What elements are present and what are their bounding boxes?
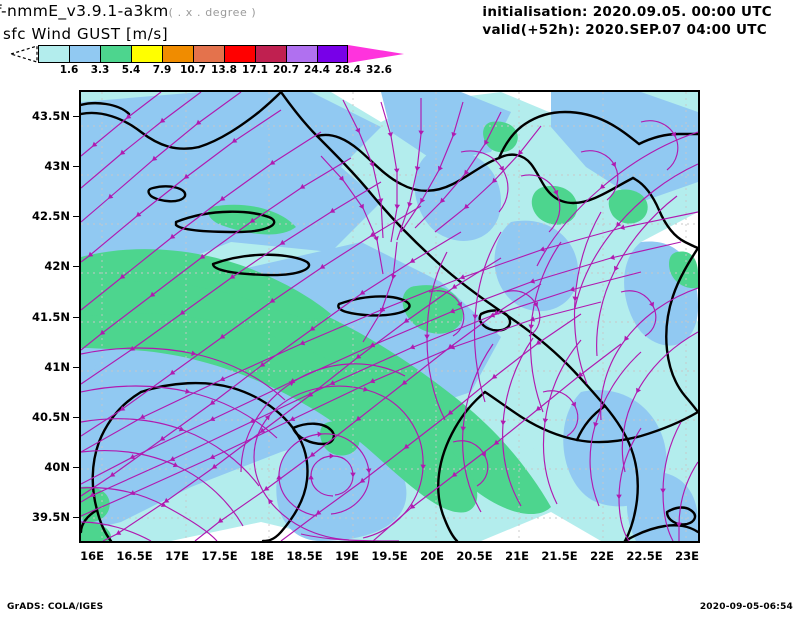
colorbar-cell-3.3 — [69, 45, 100, 63]
y-axis-label-41.5N: 41.5N — [32, 309, 70, 324]
colorbar-cell-1.6 — [38, 45, 69, 63]
valid-time: valid(+52h): 2020.SEP.07 04:00 UTC — [482, 22, 767, 38]
colorbar-tick-1.6: 1.6 — [59, 64, 79, 76]
colorbar-cell-13.8 — [193, 45, 224, 63]
x-axis-label-17E: 17E — [165, 549, 189, 563]
colorbar-tick-3.3: 3.3 — [90, 64, 110, 76]
colorbar-tick-5.4: 5.4 — [121, 64, 141, 76]
colorbar: 1.6 3.3 5.4 7.9 10.7 13.8 17.1 20.7 24.4 28.4 32.6 — [10, 45, 404, 76]
y-axis-label-40N: 40N — [44, 459, 70, 474]
x-axis-label-18E: 18E — [250, 549, 274, 563]
y-axis-tick — [73, 416, 79, 418]
y-axis-label-41N: 41N — [44, 359, 70, 374]
x-axis-label-18.5E: 18.5E — [286, 549, 323, 563]
colorbar-strip — [10, 45, 404, 63]
colorbar-cell-10.7 — [162, 45, 193, 63]
colorbar-tick-20.7: 20.7 — [273, 64, 299, 76]
variable-title: sfc Wind GUST [m/s] — [3, 25, 169, 43]
colorbar-low-extend-icon — [10, 45, 38, 63]
footer-timestamp: 2020-09-05-06:54 — [699, 602, 793, 612]
x-axis-label-21.5E: 21.5E — [541, 549, 578, 563]
x-axis-label-22E: 22E — [590, 549, 614, 563]
footer-credit: GrADS: COLA/IGES — [7, 602, 104, 612]
x-axis-label-19.5E: 19.5E — [371, 549, 408, 563]
model-title-text: f-nmmE_v3.9.1-a3km — [0, 2, 169, 20]
y-axis-tick — [73, 517, 79, 518]
weather-map — [81, 92, 698, 541]
colorbar-tick-24.4: 24.4 — [304, 64, 330, 76]
y-axis-tick — [73, 466, 79, 468]
y-axis-label-43N: 43N — [44, 159, 70, 174]
map-plot-area — [79, 90, 700, 543]
y-axis-tick — [73, 316, 79, 318]
colorbar-tick-28.4: 28.4 — [335, 64, 361, 76]
colorbar-tick-7.9: 7.9 — [152, 64, 172, 76]
x-axis-label-23E: 23E — [675, 549, 699, 563]
colorbar-cell-28.4 — [317, 45, 348, 63]
y-axis-tick — [73, 216, 79, 218]
y-axis-label-42.5N: 42.5N — [32, 209, 70, 224]
colorbar-cell-7.9 — [131, 45, 162, 63]
colorbar-high-extend-icon — [348, 45, 404, 63]
x-axis-label-20E: 20E — [420, 549, 444, 563]
initialisation-time: initialisation: 2020.09.05. 00:00 UTC — [482, 4, 772, 20]
x-axis-label-16E: 16E — [80, 549, 104, 563]
y-axis-tick — [73, 366, 79, 368]
wind-streamlines — [81, 92, 698, 541]
y-axis-label-39.5N: 39.5N — [32, 510, 70, 524]
x-axis-label-22.5E: 22.5E — [626, 549, 663, 563]
colorbar-cell-5.4 — [100, 45, 131, 63]
x-axis-label-17.5E: 17.5E — [201, 549, 238, 563]
run-info: initialisation: 2020.09.05. 00:00 UTC va… — [482, 3, 772, 39]
colorbar-cell-17.1 — [224, 45, 255, 63]
colorbar-cell-24.4 — [286, 45, 317, 63]
colorbar-tick-17.1: 17.1 — [242, 64, 268, 76]
y-axis-label-40.5N: 40.5N — [32, 409, 70, 424]
y-axis-label-42N: 42N — [44, 259, 70, 274]
x-axis-label-19E: 19E — [335, 549, 359, 563]
y-axis-tick — [73, 116, 79, 117]
y-axis-tick — [73, 166, 79, 168]
colorbar-tick-32.6: 32.6 — [366, 64, 392, 76]
y-axis-tick — [73, 266, 79, 268]
y-axis-label-43.5N: 43.5N — [32, 109, 70, 123]
colorbar-tick-13.8: 13.8 — [211, 64, 237, 76]
x-axis-label-20.5E: 20.5E — [456, 549, 493, 563]
x-axis-label-16.5E: 16.5E — [116, 549, 153, 563]
x-axis-label-21E: 21E — [505, 549, 529, 563]
colorbar-tick-10.7: 10.7 — [180, 64, 206, 76]
colorbar-cell-20.7 — [255, 45, 286, 63]
model-resolution-note: ( . x . degree ) — [168, 6, 257, 19]
model-title: f-nmmE_v3.9.1-a3km( . x . degree ) — [0, 2, 256, 20]
